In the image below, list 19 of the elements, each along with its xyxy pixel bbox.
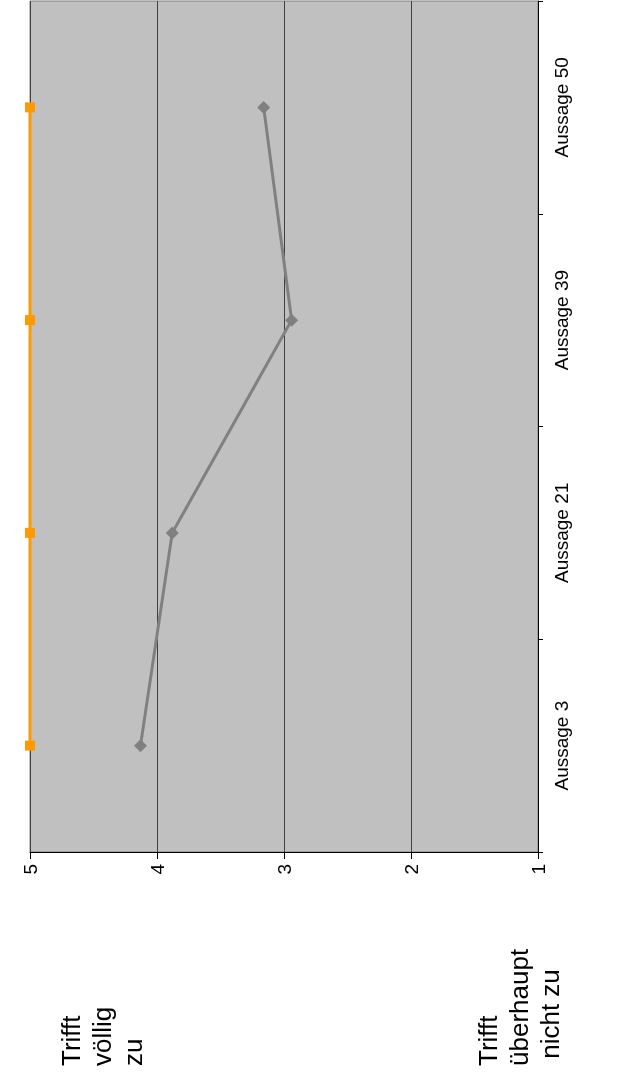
y-tick-label: Aussage 3 [551,700,572,791]
y-tick-label: Aussage 50 [551,57,572,158]
point [25,527,35,538]
point [285,313,299,327]
text: Trifft völlig zu [55,999,148,1066]
x-tick-label: 2 [400,864,422,875]
x-tick-label: 5 [19,864,41,875]
x-tick-label: 1 [527,864,549,875]
point [25,102,35,113]
point [257,100,271,114]
text: Trifft überhaupt nicht zu [472,948,565,1066]
point [25,315,35,326]
x-tick-label: 4 [146,863,168,875]
y-tick-label: Aussage 21 [551,482,572,584]
point [133,739,147,753]
point [165,526,179,540]
point [25,740,35,751]
x-tick-label: 3 [273,864,295,875]
y-tick-label: Aussage 39 [551,269,572,371]
